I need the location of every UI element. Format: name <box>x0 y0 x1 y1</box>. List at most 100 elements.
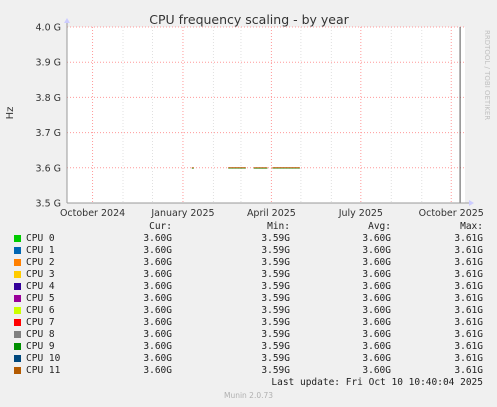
legend-series-name: CPU 6 <box>26 305 55 316</box>
data-marks <box>191 27 461 203</box>
legend-value-max: 3.61G <box>454 233 483 244</box>
legend-value-max: 3.61G <box>454 281 483 292</box>
legend-value-min: 3.59G <box>261 281 290 292</box>
legend-value-avg: 3.60G <box>362 305 391 316</box>
legend-series-name: CPU 10 <box>26 353 61 364</box>
legend-swatch <box>14 319 21 326</box>
legend-value-cur: 3.60G <box>143 329 172 340</box>
legend-value-min: 3.59G <box>261 269 290 280</box>
legend-value-avg: 3.60G <box>362 293 391 304</box>
legend-swatch <box>14 343 21 350</box>
legend-value-max: 3.61G <box>454 341 483 352</box>
last-update-text: Last update: Fri Oct 10 10:40:04 2025 <box>271 377 483 388</box>
legend-row: CPU 0 3.60G 3.59G 3.60G 3.61G <box>0 233 497 245</box>
legend-value-max: 3.61G <box>454 257 483 268</box>
legend-series-name: CPU 11 <box>26 365 61 376</box>
tick-labels: 3.5 G 3.6 G 3.7 G 3.8 G 3.9 G 4.0 G October 20… <box>36 23 484 220</box>
legend-value-min: 3.59G <box>261 293 290 304</box>
x-tick-label: April 2025 <box>247 208 296 219</box>
x-tick-label: October 2024 <box>60 208 125 219</box>
legend-value-avg: 3.60G <box>362 257 391 268</box>
plot-area <box>67 27 465 203</box>
legend-value-cur: 3.60G <box>143 305 172 316</box>
legend-series-name: CPU 8 <box>26 329 55 340</box>
cpu-frequency-chart: CPU frequency scaling - by year Hz RRDTO… <box>5 12 491 220</box>
legend-swatch <box>14 367 21 374</box>
legend-row: CPU 1 3.60G 3.59G 3.60G 3.61G <box>0 245 497 257</box>
legend-series-name: CPU 0 <box>26 233 55 244</box>
legend-row: CPU 10 3.60G 3.59G 3.60G 3.61G <box>0 353 497 365</box>
legend-value-cur: 3.60G <box>143 269 172 280</box>
legend-value-min: 3.59G <box>261 317 290 328</box>
legend-value-min: 3.59G <box>261 365 290 376</box>
legend-series-name: CPU 1 <box>26 245 55 256</box>
legend-value-max: 3.61G <box>454 317 483 328</box>
y-axis-label: Hz <box>5 107 16 120</box>
legend-series-name: CPU 4 <box>26 281 55 292</box>
legend-value-avg: 3.60G <box>362 353 391 364</box>
legend-row: CPU 11 3.60G 3.59G 3.60G 3.61G <box>0 365 497 377</box>
legend-swatch <box>14 283 21 290</box>
legend-swatch <box>14 259 21 266</box>
x-axis-arrow <box>469 200 474 206</box>
legend-series-name: CPU 7 <box>26 317 55 328</box>
legend-value-max: 3.61G <box>454 353 483 364</box>
legend-value-avg: 3.60G <box>362 365 391 376</box>
legend-value-max: 3.61G <box>454 305 483 316</box>
legend-value-cur: 3.60G <box>143 245 172 256</box>
y-tick-label: 4.0 G <box>36 23 62 34</box>
y-tick-label: 3.6 G <box>36 163 62 174</box>
legend-value-cur: 3.60G <box>143 341 172 352</box>
legend-swatch <box>14 235 21 242</box>
legend-header-cur: Cur: <box>149 221 172 232</box>
legend-value-max: 3.61G <box>454 365 483 376</box>
legend-row: CPU 5 3.60G 3.59G 3.60G 3.61G <box>0 293 497 305</box>
legend-series-name: CPU 3 <box>26 269 55 280</box>
y-tick-label: 3.7 G <box>36 128 62 139</box>
legend-swatch <box>14 295 21 302</box>
legend-value-avg: 3.60G <box>362 281 391 292</box>
legend-value-max: 3.61G <box>454 269 483 280</box>
legend-series-name: CPU 9 <box>26 341 55 352</box>
legend-header-avg: Avg: <box>368 221 391 232</box>
legend-row: CPU 4 3.60G 3.59G 3.60G 3.61G <box>0 281 497 293</box>
legend-swatch <box>14 247 21 254</box>
legend-value-cur: 3.60G <box>143 257 172 268</box>
chart-title: CPU frequency scaling - by year <box>149 12 349 27</box>
legend-value-min: 3.59G <box>261 353 290 364</box>
legend-value-max: 3.61G <box>454 293 483 304</box>
legend-value-cur: 3.60G <box>143 281 172 292</box>
axes <box>64 18 474 206</box>
x-tick-label: October 2025 <box>419 208 484 219</box>
legend-value-avg: 3.60G <box>362 269 391 280</box>
legend-row: CPU 8 3.60G 3.59G 3.60G 3.61G <box>0 329 497 341</box>
y-axis-arrow <box>64 18 70 23</box>
x-tick-label: January 2025 <box>150 208 214 219</box>
legend-header-max: Max: <box>460 221 483 232</box>
legend-value-cur: 3.60G <box>143 293 172 304</box>
legend-value-cur: 3.60G <box>143 365 172 376</box>
legend-swatch <box>14 355 21 362</box>
munin-version-footer: Munin 2.0.73 <box>223 391 274 400</box>
y-tick-label: 3.5 G <box>36 199 62 210</box>
legend-row: CPU 9 3.60G 3.59G 3.60G 3.61G <box>0 341 497 353</box>
legend-value-min: 3.59G <box>261 341 290 352</box>
legend-value-min: 3.59G <box>261 305 290 316</box>
y-tick-label: 3.8 G <box>36 93 62 104</box>
legend-value-min: 3.59G <box>261 245 290 256</box>
legend-value-max: 3.61G <box>454 245 483 256</box>
x-tick-label: July 2025 <box>338 208 383 219</box>
legend-row: CPU 3 3.60G 3.59G 3.60G 3.61G <box>0 269 497 281</box>
legend-value-avg: 3.60G <box>362 245 391 256</box>
legend-series-name: CPU 5 <box>26 293 55 304</box>
legend-value-cur: 3.60G <box>143 233 172 244</box>
legend-series-name: CPU 2 <box>26 257 55 268</box>
y-tick-label: 3.9 G <box>36 58 62 69</box>
legend-swatch <box>14 271 21 278</box>
legend-row: CPU 7 3.60G 3.59G 3.60G 3.61G <box>0 317 497 329</box>
legend-value-avg: 3.60G <box>362 317 391 328</box>
legend-value-min: 3.59G <box>261 233 290 244</box>
legend-header: Cur: Min: Avg: Max: <box>0 221 497 233</box>
legend-value-avg: 3.60G <box>362 329 391 340</box>
legend-value-avg: 3.60G <box>362 341 391 352</box>
